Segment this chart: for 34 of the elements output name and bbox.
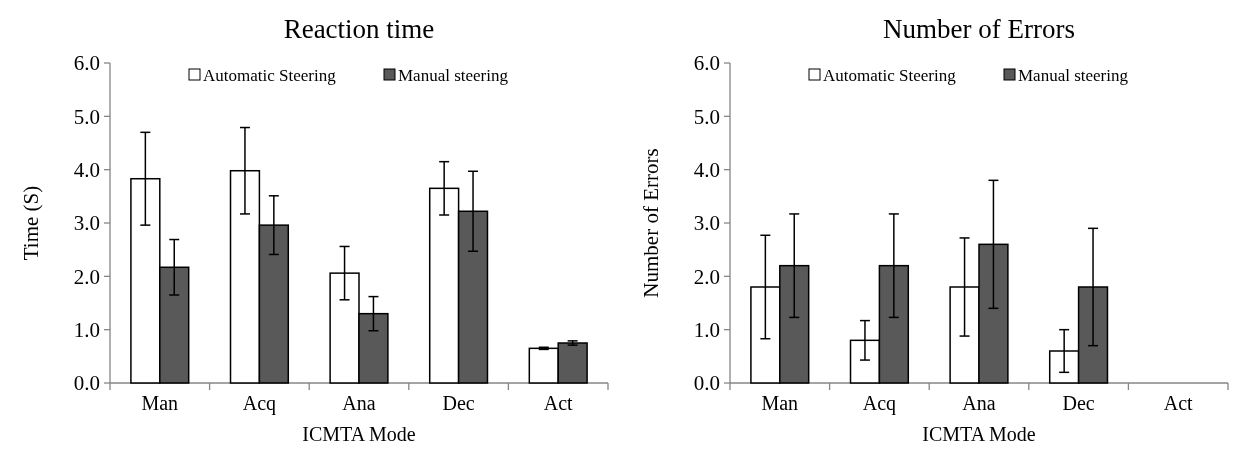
chart-title: Number of Errors <box>883 14 1075 44</box>
y-tick-label: 1.0 <box>73 318 100 343</box>
x-tick-label: Acq <box>242 392 277 415</box>
y-tick-label: 3.0 <box>693 211 720 236</box>
x-axis-title: ICMTA Mode <box>302 423 416 445</box>
x-tick-label: Acq <box>862 392 897 415</box>
x-tick-label: Dec <box>1062 392 1095 414</box>
x-axis-title: ICMTA Mode <box>922 423 1036 445</box>
y-tick-label: 5.0 <box>693 104 720 129</box>
legend-label: Automatic Steering <box>203 65 337 85</box>
legend-label: Manual steering <box>398 65 509 85</box>
y-tick-label: 4.0 <box>73 158 100 183</box>
y-axis-title: Time (S) <box>19 185 43 261</box>
y-axis-title: Number of Errors <box>639 148 663 298</box>
x-tick-label: Man <box>141 392 179 414</box>
x-tick-label: Ana <box>962 392 996 414</box>
y-tick-label: 6.0 <box>693 51 720 76</box>
y-tick-label: 4.0 <box>693 158 720 183</box>
chart-title: Reaction time <box>283 14 435 44</box>
x-tick-label: Act <box>1163 392 1194 414</box>
x-tick-label: Act <box>543 392 574 414</box>
y-tick-label: 0.0 <box>693 371 720 396</box>
y-tick-label: 1.0 <box>693 318 720 343</box>
x-tick-label: Ana <box>342 392 376 414</box>
x-tick-label: Dec <box>442 392 475 414</box>
y-tick-label: 2.0 <box>73 264 100 289</box>
legend-label: Automatic Steering <box>823 65 957 85</box>
y-tick-label: 3.0 <box>73 211 100 236</box>
y-tick-label: 6.0 <box>73 51 100 76</box>
y-tick-label: 2.0 <box>693 264 720 289</box>
x-tick-label: Man <box>761 392 799 414</box>
y-tick-label: 5.0 <box>73 104 100 129</box>
legend-label: Manual steering <box>1018 65 1129 85</box>
y-tick-label: 0.0 <box>73 371 100 396</box>
